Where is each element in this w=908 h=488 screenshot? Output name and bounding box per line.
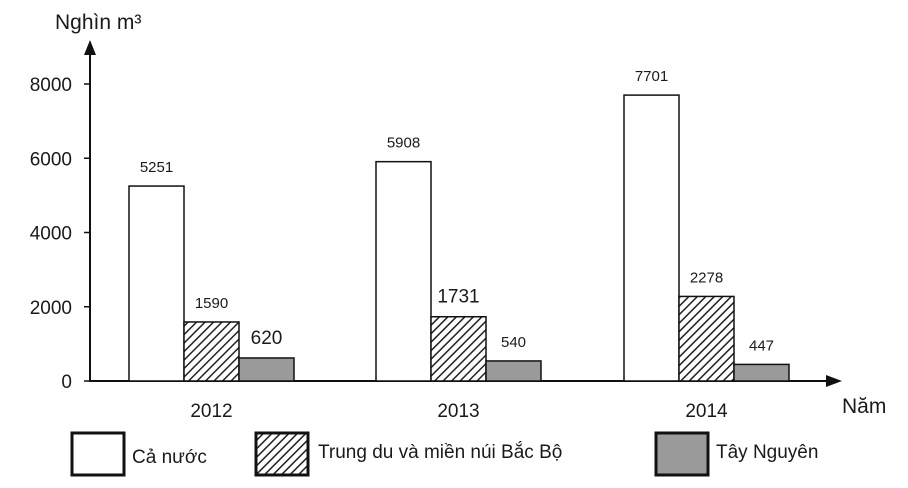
data-label-ca-nuoc-2013: 5908 (387, 135, 420, 152)
y-ticks: 0 2000 4000 6000 8000 (30, 75, 90, 393)
legend-label-ca-nuoc: Cả nước (132, 447, 207, 468)
data-label-trung-du-2013: 1731 (437, 287, 479, 308)
data-label-ca-nuoc-2014: 7701 (635, 68, 668, 85)
x-tick-label-2014: 2014 (685, 401, 728, 422)
legend: Cả nước Trung du và miền núi Bắc Bộ Tây … (70, 431, 818, 477)
bars: 5251 1590 620 5908 1731 540 7701 2278 447 (128, 68, 790, 382)
x-tick-labels: 2012 2013 2014 (190, 401, 728, 422)
x-axis-arrow (826, 375, 842, 387)
x-tick-label-2012: 2012 (190, 401, 232, 422)
bar-ca-nuoc-2014 (623, 94, 680, 382)
x-axis-title: Năm (842, 395, 886, 418)
y-tick-label: 8000 (30, 75, 72, 96)
bar-ca-nuoc-2013 (375, 160, 432, 382)
bar-tay-nguyen-2013 (485, 360, 542, 382)
legend-swatch-ca-nuoc (70, 431, 126, 477)
y-tick-label: 6000 (30, 149, 72, 170)
y-tick-label: 4000 (30, 224, 72, 245)
data-label-ca-nuoc-2012: 5251 (140, 159, 173, 176)
legend-swatch-trung-du (254, 431, 310, 477)
y-tick-label: 2000 (30, 298, 72, 319)
bar-trung-du-2012 (183, 321, 240, 382)
data-label-tay-nguyen-2013: 540 (501, 334, 526, 351)
x-tick-label-2013: 2013 (437, 401, 479, 422)
legend-label-trung-du: Trung du và miền núi Bắc Bộ (318, 441, 562, 463)
y-tick-label: 0 (61, 372, 72, 393)
data-label-tay-nguyen-2014: 447 (749, 337, 774, 354)
data-label-trung-du-2012: 1590 (195, 295, 228, 312)
bar-trung-du-2014 (678, 295, 735, 382)
data-label-trung-du-2014: 2278 (690, 269, 723, 286)
bar-tay-nguyen-2012 (238, 357, 295, 382)
bar-tay-nguyen-2014 (733, 363, 790, 382)
bar-trung-du-2013 (430, 315, 487, 382)
legend-label-tay-nguyen: Tây Nguyên (716, 442, 818, 463)
y-axis-title: Nghìn m³ (55, 11, 141, 34)
y-axis-arrow (84, 40, 96, 55)
legend-swatch-tay-nguyen (654, 431, 710, 477)
data-label-tay-nguyen-2012: 620 (251, 328, 283, 349)
bar-ca-nuoc-2012 (128, 185, 185, 382)
